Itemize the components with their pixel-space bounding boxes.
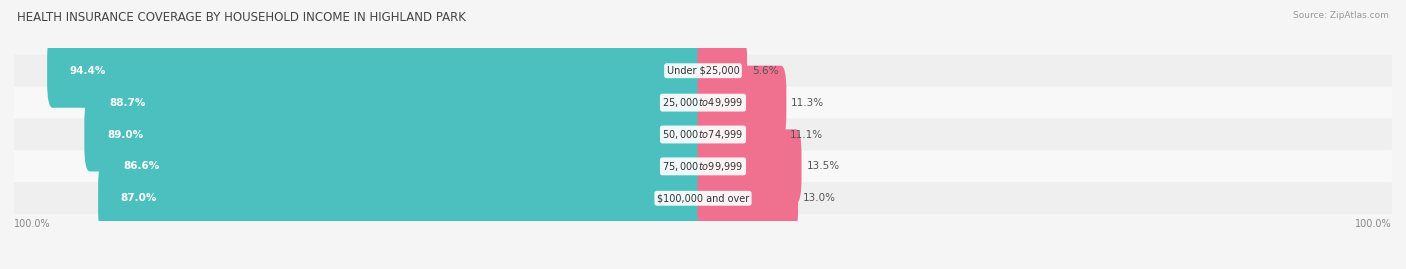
Text: 87.0%: 87.0% [121,193,157,203]
FancyBboxPatch shape [14,119,1392,150]
Text: 100.0%: 100.0% [14,219,51,229]
Text: 89.0%: 89.0% [107,129,143,140]
Text: $50,000 to $74,999: $50,000 to $74,999 [662,128,744,141]
Text: Source: ZipAtlas.com: Source: ZipAtlas.com [1294,11,1389,20]
FancyBboxPatch shape [697,161,799,235]
FancyBboxPatch shape [697,98,785,171]
FancyBboxPatch shape [14,87,1392,119]
FancyBboxPatch shape [697,66,786,140]
Text: 13.5%: 13.5% [807,161,839,171]
Text: 5.6%: 5.6% [752,66,779,76]
FancyBboxPatch shape [697,34,747,108]
Text: 13.0%: 13.0% [803,193,837,203]
Text: 88.7%: 88.7% [110,98,145,108]
Text: $25,000 to $49,999: $25,000 to $49,999 [662,96,744,109]
Text: 94.4%: 94.4% [70,66,107,76]
Text: 11.3%: 11.3% [792,98,824,108]
Text: Under $25,000: Under $25,000 [666,66,740,76]
FancyBboxPatch shape [14,182,1392,214]
FancyBboxPatch shape [14,150,1392,182]
FancyBboxPatch shape [98,161,709,235]
Text: $75,000 to $99,999: $75,000 to $99,999 [662,160,744,173]
FancyBboxPatch shape [48,34,709,108]
Text: 11.1%: 11.1% [790,129,823,140]
Text: HEALTH INSURANCE COVERAGE BY HOUSEHOLD INCOME IN HIGHLAND PARK: HEALTH INSURANCE COVERAGE BY HOUSEHOLD I… [17,11,465,24]
FancyBboxPatch shape [697,129,801,203]
FancyBboxPatch shape [86,66,709,140]
Text: 86.6%: 86.6% [124,161,160,171]
Text: 100.0%: 100.0% [1355,219,1392,229]
FancyBboxPatch shape [101,129,709,203]
FancyBboxPatch shape [84,98,709,171]
Text: $100,000 and over: $100,000 and over [657,193,749,203]
FancyBboxPatch shape [14,55,1392,87]
